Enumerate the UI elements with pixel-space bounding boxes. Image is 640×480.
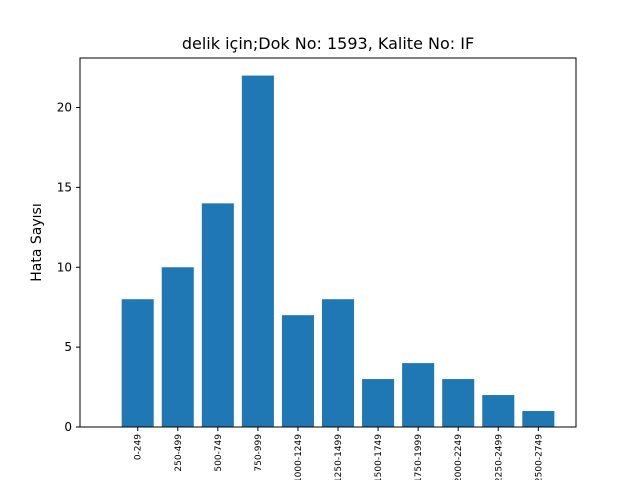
x-tick-label: 0-249 [134, 434, 144, 460]
x-tick-label: 2500-2749 [534, 434, 544, 480]
bar-2500-2749 [522, 411, 555, 427]
y-axis: 0 5 10 15 20 [57, 101, 80, 434]
y-tick-label: 20 [57, 101, 72, 115]
x-tick-label: 1500-1749 [374, 434, 384, 480]
bar-0-249 [121, 299, 154, 427]
bar-1750-1999 [402, 363, 435, 427]
bar-1500-1749 [362, 379, 395, 427]
bar-2000-2249 [442, 379, 475, 427]
x-tick-label: 750-999 [254, 434, 264, 472]
bar-250-499 [161, 267, 194, 427]
chart-title: delik için;Dok No: 1593, Kalite No: IF [182, 34, 474, 53]
y-tick-label: 5 [64, 340, 72, 354]
bar-750-999 [241, 75, 274, 428]
x-tick-label: 1250-1499 [334, 434, 344, 480]
y-axis-label: Hata Sayısı [29, 203, 45, 281]
bars-group [121, 75, 555, 428]
x-axis: 0-249 250-499 500-749 750-999 1000-1249 1250-… [134, 427, 544, 480]
x-tick-label: 1000-1249 [294, 434, 304, 480]
bar-2250-2499 [482, 395, 515, 427]
bar-1000-1249 [281, 315, 314, 427]
bar-500-749 [201, 203, 234, 427]
y-tick-label: 15 [57, 180, 72, 194]
y-tick-label: 0 [64, 420, 72, 434]
plot-area-frame [79, 57, 577, 428]
x-tick-label: 2250-2499 [494, 434, 504, 480]
y-tick-label: 10 [57, 260, 72, 274]
x-tick-label: 250-499 [174, 434, 184, 472]
bar-1250-1499 [321, 299, 355, 427]
x-tick-label: 2000-2249 [454, 434, 464, 480]
x-tick-label: 1750-1999 [414, 434, 424, 480]
x-tick-label: 500-749 [214, 434, 224, 472]
